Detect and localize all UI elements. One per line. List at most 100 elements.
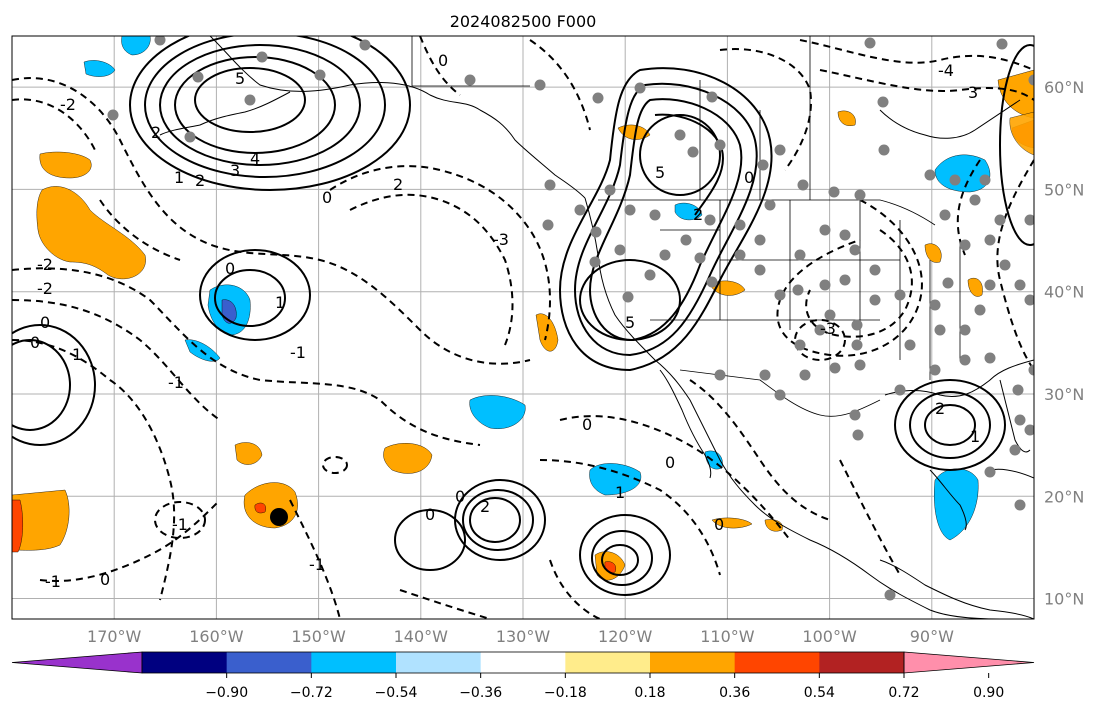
station-dot: [824, 309, 836, 321]
station-dot: [969, 194, 981, 206]
contour-dash-25: [99, 199, 181, 261]
colorbar-segment: [226, 652, 312, 673]
station-dot: [854, 189, 866, 201]
lon-tick-label: 130°W: [496, 627, 551, 646]
station-dot: [704, 214, 716, 226]
contour-nw-high-1: [129, 36, 411, 191]
contour-label: -1: [290, 343, 306, 362]
colorbar-tick-label: −0.18: [544, 685, 587, 701]
coastlines: [159, 36, 1034, 619]
contour-ridge-center: [579, 259, 681, 341]
station-dot: [706, 276, 718, 288]
station-dot: [624, 204, 636, 216]
contour-dash-11: [529, 39, 591, 131]
station-dot: [774, 289, 786, 301]
station-dot: [714, 139, 726, 151]
colorbar-extend-min: [11, 651, 143, 674]
contour-label: 3: [968, 83, 978, 102]
contour-label: 5: [655, 163, 665, 182]
station-dot: [996, 38, 1008, 50]
contour-dash-20: [549, 559, 601, 619]
contour-west-ridge-2: [573, 82, 758, 357]
station-dot: [959, 239, 971, 251]
contour-dash-3: [12, 267, 481, 446]
coastline-yucatan: [929, 469, 967, 531]
station-dot: [852, 429, 864, 441]
station-dot: [829, 362, 841, 374]
lat-tick-label: 20°N: [1044, 487, 1084, 506]
station-dot: [894, 384, 906, 396]
station-dot: [614, 244, 626, 256]
station-dot: [574, 204, 586, 216]
station-dot: [869, 264, 881, 276]
shade-orange-left-bottom: [12, 489, 70, 551]
contour-gulf-high-2: [909, 391, 991, 459]
station-dot: [644, 269, 656, 281]
station-dot: [622, 291, 634, 303]
station-dot: [649, 209, 661, 221]
station-dot: [589, 256, 601, 268]
contour-low-center-2: [591, 530, 653, 586]
coastline-west-us: [584, 197, 1001, 619]
station-dot: [828, 186, 840, 198]
contour-label: 0: [40, 313, 50, 332]
border-us-mexico: [679, 369, 881, 417]
station-dot: [942, 277, 954, 289]
contour-nw-high-4: [174, 56, 336, 154]
station-dot: [1028, 364, 1034, 376]
station-dot: [1014, 414, 1026, 426]
station-dot: [1028, 74, 1034, 86]
contour-label: -4: [938, 61, 954, 80]
contour-label: -1: [168, 373, 184, 392]
contour-dash-7: [289, 499, 341, 619]
shade-orange-mexico: [711, 517, 753, 529]
contour-dash-19: [539, 459, 721, 576]
station-dot: [814, 324, 826, 336]
contour-label: 1: [275, 293, 285, 312]
contour-south-pac-2: [462, 489, 534, 551]
station-dot: [939, 209, 951, 221]
shade-blue-top: [121, 36, 151, 56]
station-dot: [706, 91, 718, 103]
contour-label: 0: [744, 168, 754, 187]
contour-label: 5: [235, 69, 245, 88]
station-dot: [904, 339, 916, 351]
station-dot: [544, 179, 556, 191]
contour-dash-13: [799, 39, 1034, 71]
lat-tick-label: 40°N: [1044, 283, 1084, 302]
border-us-canada: [598, 199, 936, 226]
lon-tick-label: 160°W: [189, 627, 244, 646]
station-dot: [864, 37, 876, 49]
station-dot: [1012, 384, 1024, 396]
lon-tick-label: 140°W: [394, 627, 449, 646]
contour-label: 3: [230, 161, 240, 180]
coastline-florida: [999, 379, 1031, 453]
colorbar-tick-label: −0.90: [205, 685, 248, 701]
station-dot: [792, 284, 804, 296]
contour-label: -2: [37, 255, 53, 274]
lon-tick-label: 100°W: [802, 627, 857, 646]
contour-dash-small: [154, 501, 206, 539]
station-dot: [839, 274, 851, 286]
contour-gulf-high-3: [924, 404, 976, 446]
contour-label: 1: [174, 168, 184, 187]
colorbar-tick-label: −0.54: [375, 685, 418, 701]
border-alaska: [411, 36, 530, 87]
contour-canada-high: [639, 114, 721, 196]
shade-orange-canada: [617, 124, 651, 140]
station-dot: [1014, 499, 1026, 511]
shade-orange-east2: [1009, 111, 1034, 156]
station-dot: [894, 289, 906, 301]
shade-blue-left-top: [83, 60, 116, 77]
colorbar-tick-label: −0.36: [459, 685, 502, 701]
coastline-gulf: [884, 359, 1034, 397]
station-dot: [799, 369, 811, 381]
shade-blue-mid2: [589, 463, 642, 496]
contour-label: 2: [195, 171, 205, 190]
station-dot: [849, 244, 861, 256]
station-dot: [984, 352, 996, 364]
contour-dash-9: [349, 193, 514, 346]
shade-red-left-bottom: [12, 499, 23, 553]
station-dot: [934, 324, 946, 336]
contour-label: 0: [100, 570, 110, 589]
